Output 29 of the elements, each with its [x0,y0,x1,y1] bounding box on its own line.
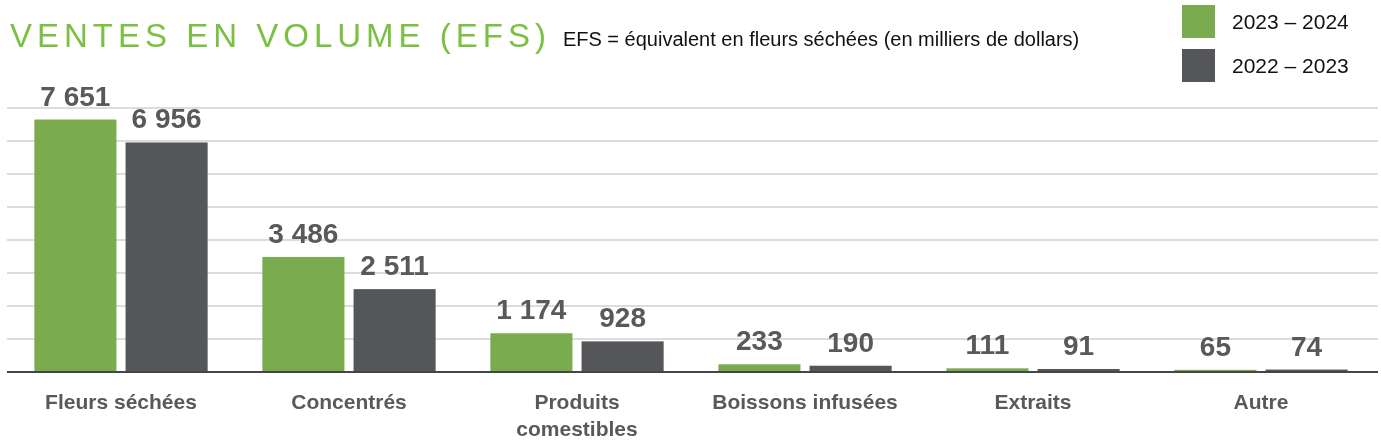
data-label: 6 956 [131,103,202,135]
x-tick-label: Autre [1233,390,1289,413]
bar [718,364,801,372]
data-label: 7 651 [40,80,111,112]
x-tick-label: Boissons infusées [712,390,898,413]
bar [353,289,436,372]
x-tick-label: Fleurs séchées [45,390,197,413]
x-tick-label: Produits comestibles [516,390,638,440]
data-label: 3 486 [268,217,339,249]
data-label: 233 [736,325,783,357]
bar [125,142,208,372]
data-label: 111 [965,329,1010,361]
data-label: 2 511 [360,250,429,282]
bar [34,119,117,372]
bar [490,333,573,372]
data-label: 1 174 [496,294,567,326]
x-tick-label: Concentrés [291,390,407,413]
x-tick-label: Extraits [994,390,1072,413]
data-label: 928 [599,302,646,334]
chart-title: VENTES EN VOLUME (EFS) [10,17,551,54]
legend-label: 2023 – 2024 [1232,10,1350,33]
bar [581,341,664,372]
data-label: 91 [1063,330,1095,361]
bar [262,256,345,372]
legend-label: 2022 – 2023 [1232,54,1349,77]
data-label: 65 [1199,330,1231,362]
data-label: 74 [1291,330,1323,362]
data-label: 190 [827,326,874,358]
chart-subtitle: EFS = équivalent en fleurs séchées (en milliers de dollars) [562,28,1080,50]
